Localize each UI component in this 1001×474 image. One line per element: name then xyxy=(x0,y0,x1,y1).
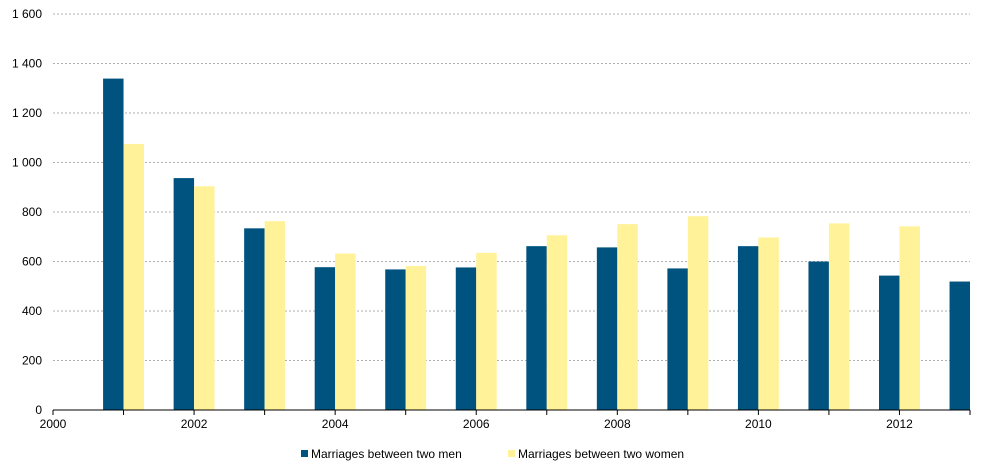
y-tick-label: 1 600 xyxy=(12,7,42,21)
bar-women-2006 xyxy=(476,252,497,410)
bar-men-2011 xyxy=(808,261,829,410)
bar-men-2009 xyxy=(667,268,688,410)
bar-men-2002 xyxy=(173,178,195,410)
y-tick-label: 200 xyxy=(22,354,42,368)
x-axis-tick-marks xyxy=(52,410,971,415)
x-tick-label: 2000 xyxy=(40,417,67,431)
bar-women-2001 xyxy=(123,143,144,410)
x-tick-label: 2012 xyxy=(886,417,913,431)
bar-women-2003 xyxy=(264,221,286,410)
y-tick-label: 1 200 xyxy=(12,106,42,120)
y-tick-label: 0 xyxy=(35,403,42,417)
x-tick-label: 2008 xyxy=(604,417,631,431)
bar-women-2005 xyxy=(405,265,427,410)
bar-men-2001 xyxy=(103,78,124,410)
legend: Marriages between two men Marriages betw… xyxy=(301,447,684,461)
bar-women-2004 xyxy=(335,253,356,410)
x-axis-tick-labels: 2000 2002 2004 2006 2008 2010 2012 xyxy=(40,417,913,431)
bar-men-2005 xyxy=(385,269,406,410)
legend-swatch-men xyxy=(301,450,308,457)
bar-men-2010 xyxy=(737,246,759,410)
bar-men-2003 xyxy=(244,228,265,410)
legend-swatch-women xyxy=(508,450,515,457)
y-tick-label: 800 xyxy=(22,205,42,219)
y-tick-label: 600 xyxy=(22,255,42,269)
bar-men-2008 xyxy=(596,247,618,410)
x-tick-label: 2004 xyxy=(322,417,349,431)
bar-women-2011 xyxy=(828,223,850,410)
bar-women-2010 xyxy=(758,237,779,410)
bar-men-2006 xyxy=(455,267,477,410)
bar-women-2007 xyxy=(546,235,568,410)
x-tick-label: 2006 xyxy=(463,417,490,431)
bar-men-2007 xyxy=(526,246,547,410)
bar-men-2013 xyxy=(949,281,970,410)
bar-men-2012 xyxy=(879,275,900,410)
y-tick-label: 400 xyxy=(22,304,42,318)
x-tick-label: 2010 xyxy=(745,417,772,431)
bar-women-2002 xyxy=(194,186,215,410)
x-tick-label: 2002 xyxy=(181,417,208,431)
y-tick-label: 1 000 xyxy=(12,156,42,170)
bar-women-2008 xyxy=(617,224,638,410)
bar-women-2012 xyxy=(899,226,920,410)
bar-men-2004 xyxy=(314,267,336,410)
legend-label-women: Marriages between two women xyxy=(518,447,684,461)
bars xyxy=(103,78,970,410)
y-tick-label: 1 400 xyxy=(12,57,42,71)
bar-women-2009 xyxy=(687,216,709,410)
legend-label-men: Marriages between two men xyxy=(311,447,462,461)
y-axis-tick-labels: 0 200 400 600 800 1 000 1 200 1 400 1 600 xyxy=(12,7,42,417)
